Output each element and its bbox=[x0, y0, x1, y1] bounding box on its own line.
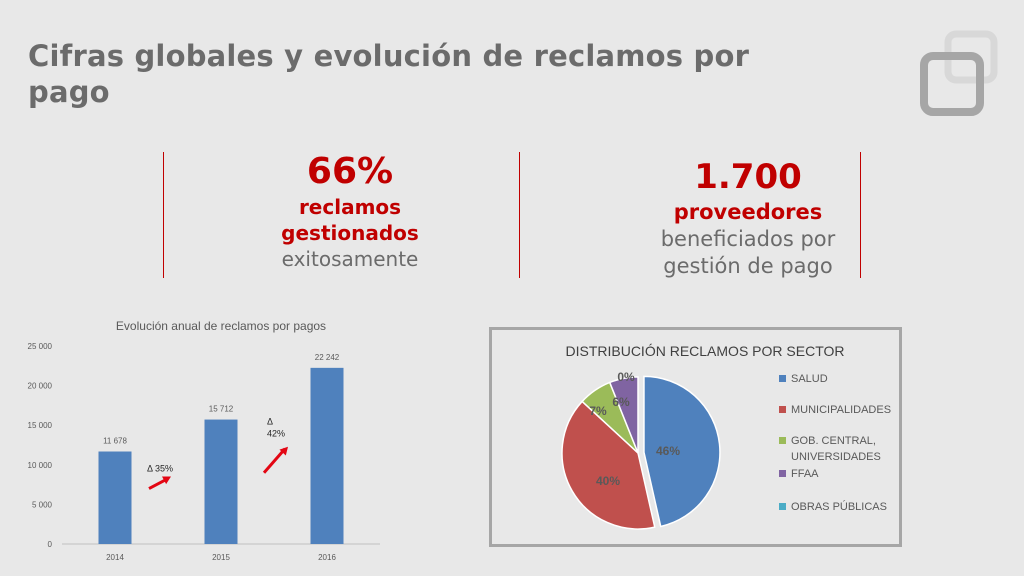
legend-label: OBRAS PÚBLICAS bbox=[791, 500, 887, 513]
divider-line bbox=[860, 152, 861, 278]
pie-data-label: 0% bbox=[617, 370, 635, 384]
stat-line: gestión de pago bbox=[663, 254, 833, 278]
y-tick-label: 25 000 bbox=[28, 342, 53, 351]
growth-annotation: Δ 35% bbox=[147, 464, 173, 474]
chart-title: Evolución anual de reclamos por pagos bbox=[116, 319, 326, 333]
stat-value: 66% bbox=[306, 151, 394, 192]
bar bbox=[310, 367, 344, 544]
arrow-up-right-icon bbox=[262, 447, 287, 474]
stat-line: gestionados bbox=[281, 221, 419, 245]
bar bbox=[98, 451, 132, 544]
pie-slice bbox=[643, 375, 721, 528]
slide-title: Cifras globales y evolución de reclamos … bbox=[28, 39, 750, 109]
legend-swatch bbox=[779, 470, 786, 477]
stat-line: beneficiados por bbox=[660, 227, 836, 251]
bar bbox=[204, 419, 238, 544]
x-tick-label: 2015 bbox=[212, 553, 230, 562]
chart-title: DISTRIBUCIÓN RECLAMOS POR SECTOR bbox=[565, 343, 844, 359]
data-label: 11 678 bbox=[103, 437, 127, 446]
y-tick-label: 0 bbox=[48, 540, 53, 549]
legend-swatch bbox=[779, 437, 786, 444]
legend-swatch bbox=[779, 406, 786, 413]
growth-annotation: Δ bbox=[267, 417, 273, 427]
squares-logo-icon bbox=[920, 30, 998, 116]
arrow-up-right-icon bbox=[162, 476, 171, 485]
x-tick-label: 2016 bbox=[318, 553, 336, 562]
pie-slice bbox=[561, 400, 656, 530]
x-tick-label: 2014 bbox=[106, 553, 124, 562]
bar-chart: Evolución anual de reclamos por pagos 0 5 … bbox=[28, 319, 380, 562]
y-tick-label: 5 000 bbox=[32, 500, 53, 509]
pie-chart-panel: DISTRIBUCIÓN RECLAMOS POR SECTOR 46% 40% 7%… bbox=[489, 327, 902, 547]
y-tick-label: 10 000 bbox=[28, 461, 53, 470]
pie-chart: DISTRIBUCIÓN RECLAMOS POR SECTOR 46% 40% 7%… bbox=[561, 343, 891, 530]
arrow-up-right-icon bbox=[279, 446, 288, 456]
legend-label: GOB. CENTRAL, bbox=[791, 435, 876, 447]
legend-swatch bbox=[779, 503, 786, 510]
pie-slice bbox=[608, 376, 639, 454]
stat-line: reclamos bbox=[298, 195, 402, 219]
stat-providers: 1.700 proveedores beneficiados por gesti… bbox=[628, 155, 868, 280]
data-label: 15 712 bbox=[209, 405, 234, 414]
pie-data-label: 6% bbox=[612, 395, 630, 409]
stat-claims: 66% reclamos gestionados exitosamente bbox=[240, 150, 460, 272]
stat-value: 1.700 bbox=[694, 157, 802, 197]
legend-label: MUNICIPALIDADES bbox=[791, 404, 891, 416]
divider-line bbox=[519, 152, 520, 278]
growth-annotation: 42% bbox=[267, 429, 285, 439]
y-tick-label: 15 000 bbox=[28, 421, 53, 430]
legend-swatch bbox=[779, 375, 786, 382]
y-tick-label: 20 000 bbox=[28, 382, 53, 391]
pie-data-label: 46% bbox=[656, 444, 680, 458]
stat-line: proveedores bbox=[673, 200, 823, 224]
stat-line: exitosamente bbox=[281, 247, 419, 271]
pie-data-label: 40% bbox=[596, 474, 620, 488]
legend-label: SALUD bbox=[791, 373, 828, 385]
legend-label: FFAA bbox=[791, 468, 819, 480]
data-label: 22 242 bbox=[315, 353, 340, 362]
divider-line bbox=[163, 152, 164, 278]
legend-label: UNIVERSIDADES bbox=[791, 451, 881, 463]
pie-data-label: 7% bbox=[589, 404, 607, 418]
